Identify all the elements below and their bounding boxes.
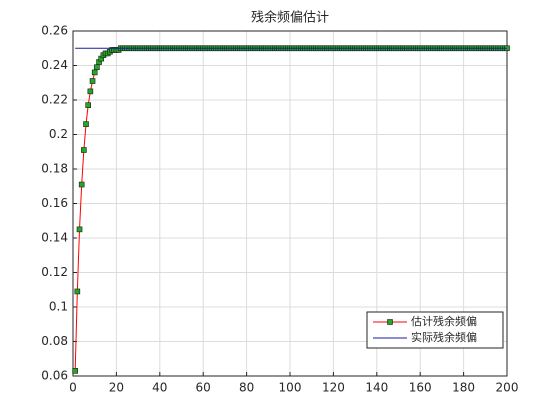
marker (94, 64, 100, 71)
x-tick-label: 60 (196, 381, 211, 395)
x-tick-label: 40 (152, 381, 167, 395)
x-tick-label: 180 (452, 381, 475, 395)
y-tick-label: 0.18 (41, 162, 68, 176)
legend-marker (387, 319, 393, 325)
marker (85, 102, 91, 108)
marker (74, 288, 81, 295)
marker (72, 368, 78, 374)
marker (83, 121, 89, 127)
legend-label: 估计残余频偏 (411, 314, 477, 328)
legend-label: 实际残余频偏 (411, 330, 477, 344)
y-tick-label: 0.14 (41, 231, 68, 245)
marker (76, 226, 83, 233)
y-tick-label: 0.22 (41, 93, 68, 107)
y-tick-label: 0.26 (41, 24, 68, 38)
marker (87, 88, 94, 95)
marker (91, 69, 98, 76)
y-tick-label: 0.1 (49, 300, 68, 314)
x-tick-label: 0 (69, 381, 77, 395)
y-tick-label: 0.2 (49, 127, 68, 141)
chart-title: 残余频偏估计 (251, 10, 329, 26)
x-tick-label: 160 (409, 381, 432, 395)
x-tick-label: 140 (365, 381, 388, 395)
y-tick-label: 0.16 (41, 196, 68, 210)
y-tick-label: 0.24 (41, 58, 68, 72)
y-tick-label: 0.08 (41, 334, 68, 348)
y-tick-label: 0.06 (41, 369, 68, 383)
marker (89, 78, 96, 84)
marker (78, 181, 85, 188)
marker (81, 147, 87, 153)
x-tick-label: 100 (279, 381, 302, 395)
x-tick-label: 20 (109, 381, 124, 395)
legend-box (366, 311, 504, 349)
x-tick-label: 80 (239, 381, 254, 395)
x-tick-label: 120 (322, 381, 345, 395)
axes-box (72, 30, 508, 377)
x-tick-label: 200 (496, 381, 519, 395)
y-tick-label: 0.12 (41, 265, 68, 279)
